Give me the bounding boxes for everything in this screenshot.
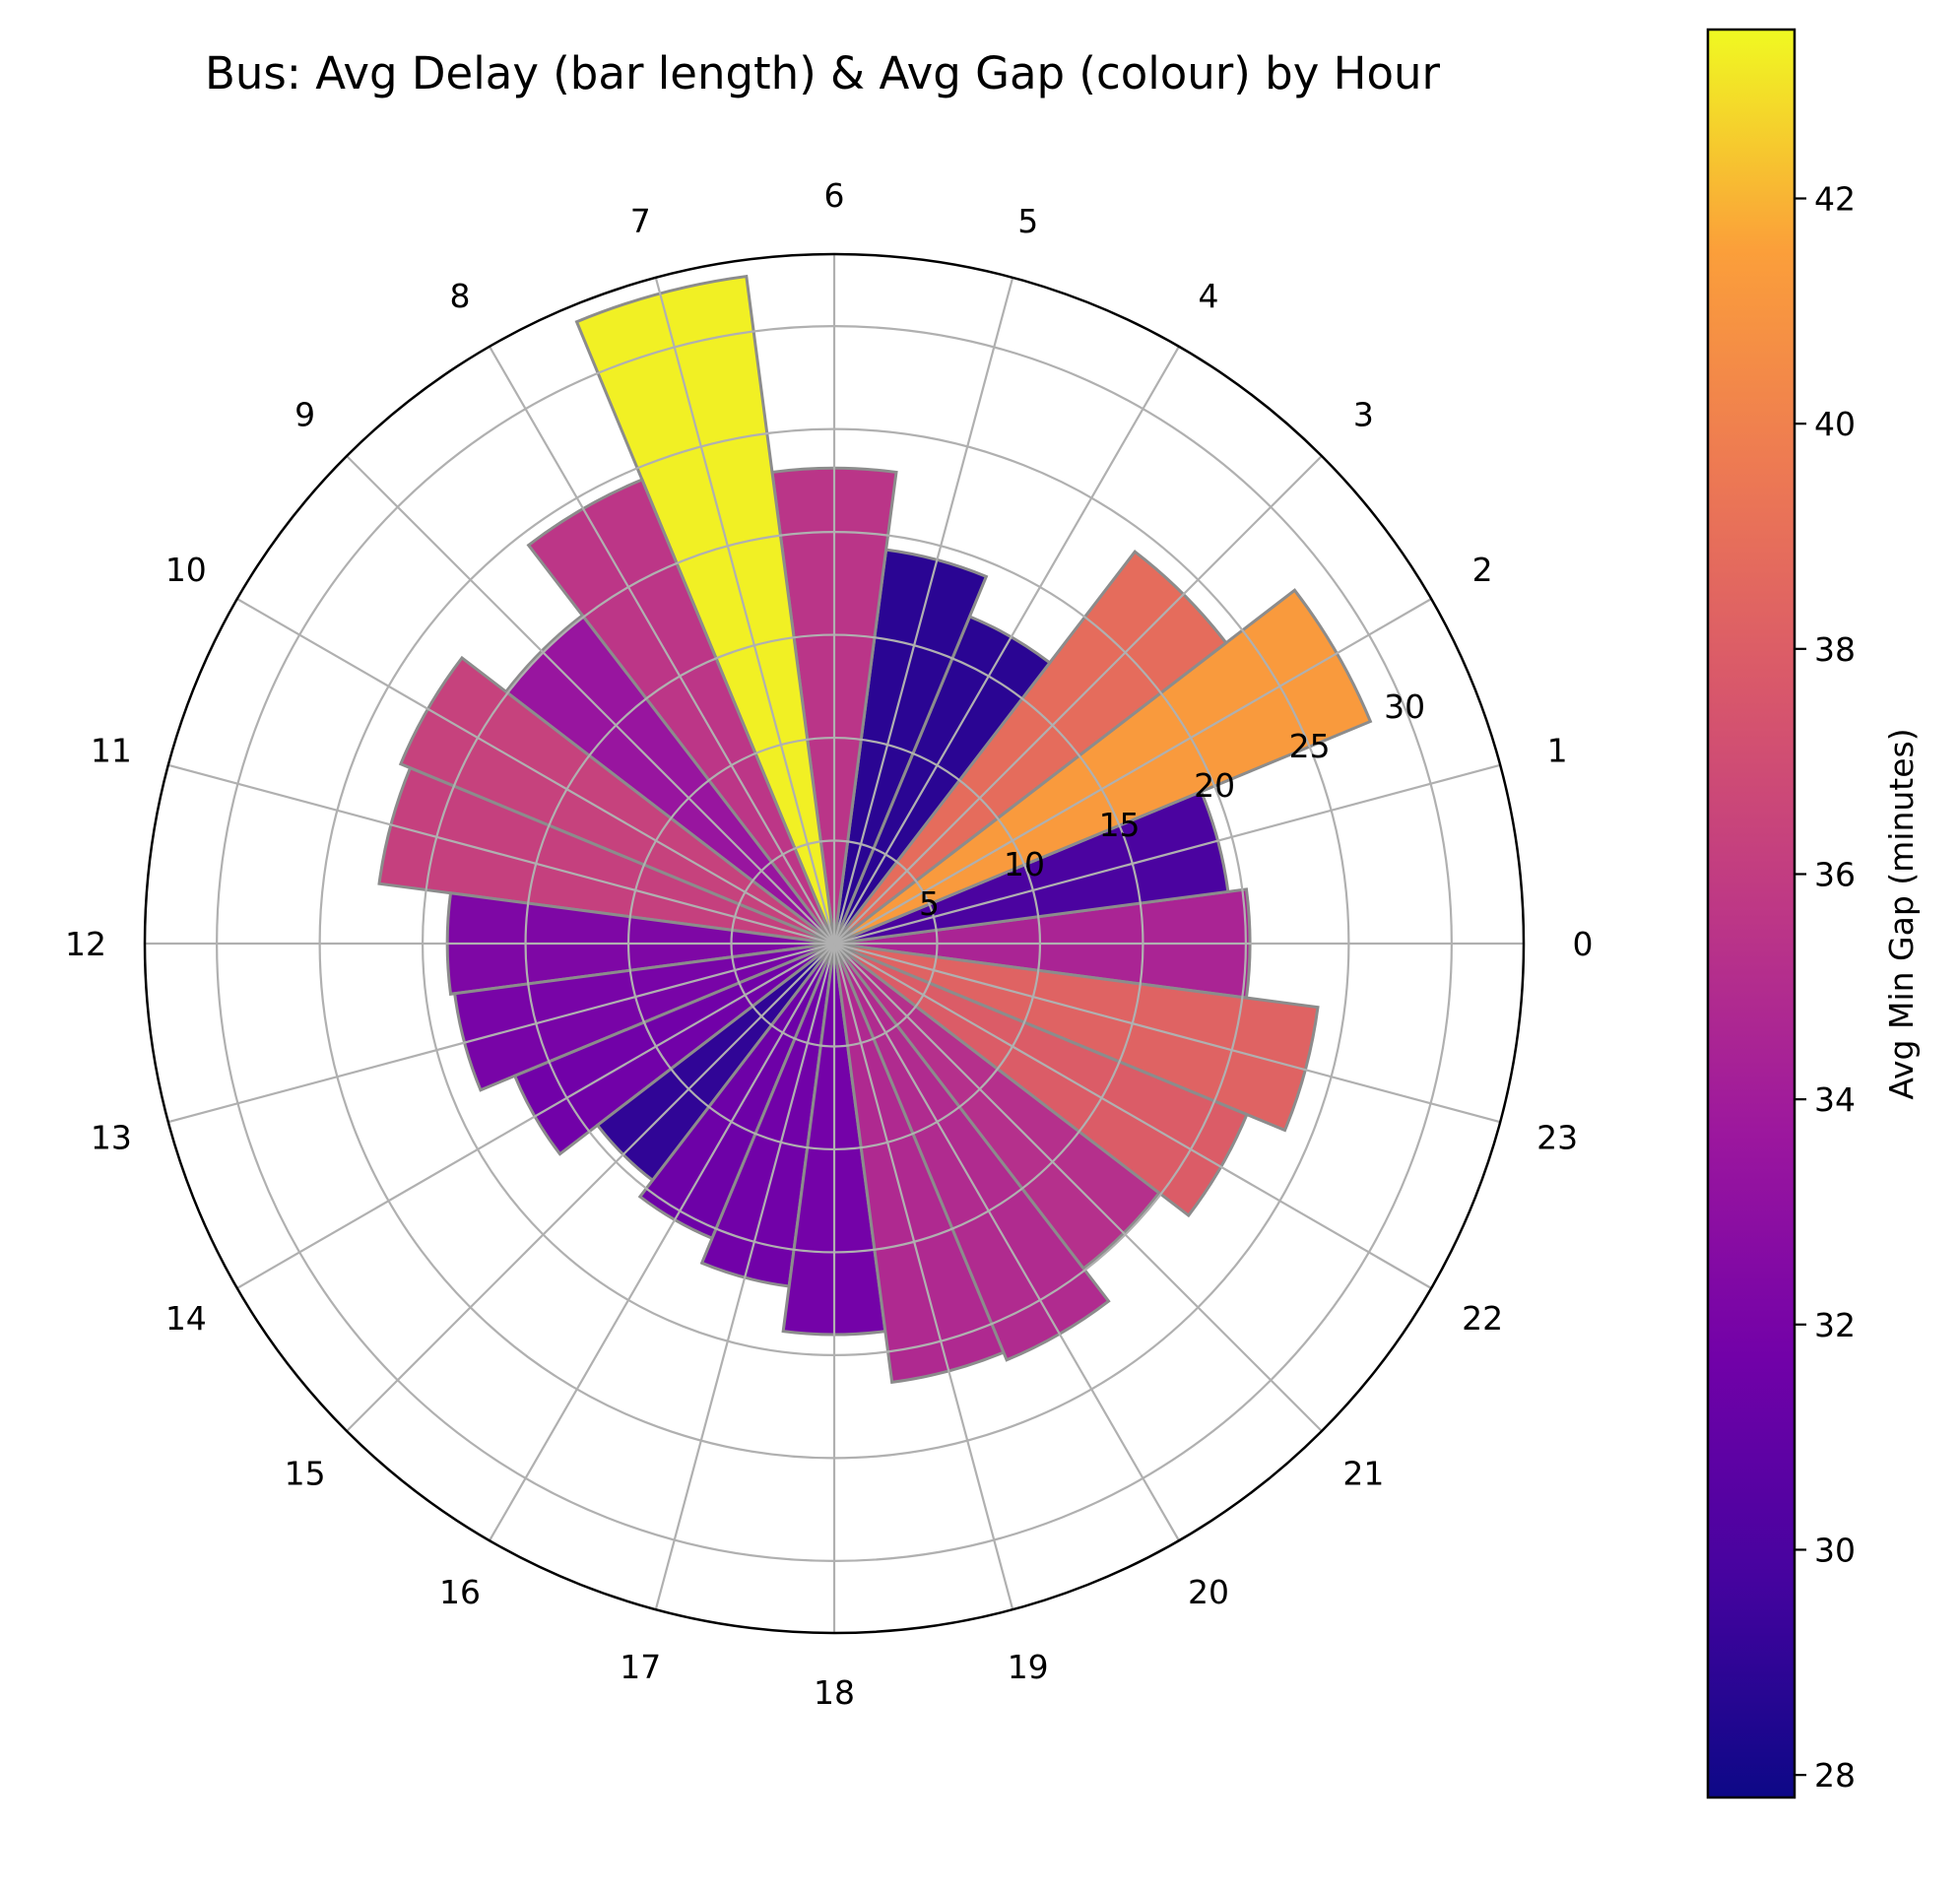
radial-gridline [216,325,1453,1562]
radial-gridline [730,839,939,1048]
hour-tick-label: 2 [1472,551,1493,589]
colorbar-tick-label: 28 [1814,1756,1856,1795]
hour-tick-label: 7 [630,202,651,240]
radial-tick-label: 20 [1194,766,1235,805]
hour-tick-label: 10 [165,551,207,589]
colorbar-tick-label: 38 [1814,630,1856,669]
angular-gridline [167,942,835,1124]
colorbar-tick-label: 30 [1814,1531,1856,1569]
colorbar-tick-label: 32 [1814,1306,1856,1344]
radial-tick-label: 5 [919,884,940,923]
radial-tick-label: 10 [1004,845,1045,883]
angular-gridline [833,763,1501,946]
angular-gridline [489,346,835,945]
angular-gridline [832,943,1014,1610]
colorbar-gradient [1706,28,1797,1799]
angular-gridline [833,943,1180,1541]
hour-tick-label: 23 [1536,1119,1578,1157]
polar-frame [143,252,1526,1635]
angular-gridline [832,277,1014,945]
radial-tick-label: 15 [1099,806,1141,844]
angular-gridline [236,598,835,945]
hour-tick-label: 18 [814,1673,855,1712]
colorbar-tick-label: 34 [1814,1080,1856,1119]
hour-tick-label: 8 [450,277,471,315]
hour-tick-label: 14 [165,1299,207,1338]
polar-plot-area: 5101520253001234567891011121314151617181… [65,176,1594,1712]
hour-tick-label: 0 [1573,925,1594,963]
angular-gridline [167,763,835,946]
hour-tick-label: 17 [620,1648,661,1686]
angular-gridline [236,943,835,1289]
radial-gridline [421,530,1248,1357]
hour-tick-label: 22 [1462,1299,1503,1338]
hour-tick-label: 15 [285,1454,326,1492]
hour-tick-label: 4 [1199,277,1219,315]
angular-gridline [489,943,835,1541]
colorbar-label: Avg Min Gap (minutes) [1882,728,1921,1099]
angular-gridline [654,943,836,1610]
hour-tick-label: 19 [1008,1648,1049,1686]
angular-gridline [833,943,1323,1432]
chart-title: Bus: Avg Delay (bar length) & Avg Gap (c… [205,47,1441,99]
hour-tick-label: 11 [91,731,132,769]
angular-gridline [654,277,836,945]
hour-tick-label: 13 [91,1119,132,1157]
angular-gridline [833,455,1323,945]
colorbar-ticks: 28 30 32 34 36 38 40 42 [1795,179,1856,1795]
colorbar-tick-label: 40 [1814,405,1856,443]
angular-gridline [346,943,835,1432]
angular-gridline [833,942,1501,1124]
angular-gridline [833,346,1180,945]
hour-tick-label: 21 [1342,1454,1384,1492]
hour-tick-label: 1 [1547,731,1568,769]
angular-gridline [833,943,1432,1289]
colorbar: 28 30 32 34 36 38 40 42 Avg Min Gap (minutes) [1706,28,1921,1799]
hour-tick-label: 5 [1017,202,1038,240]
angular-gridline [833,598,1432,945]
radial-gridline [626,736,1042,1151]
radial-gridline [318,427,1350,1460]
radial-gridline [524,633,1144,1254]
hour-tick-label: 3 [1353,396,1374,434]
angular-gridline [346,455,835,945]
hour-tick-label: 6 [824,176,845,215]
hour-tick-label: 16 [439,1573,481,1611]
hour-tick-label: 20 [1188,1573,1229,1611]
colorbar-tick-label: 42 [1814,179,1856,218]
hour-tick-label: 9 [294,396,315,434]
radial-tick-label: 30 [1384,687,1425,726]
radial-tick-label: 25 [1289,727,1331,765]
colorbar-tick-label: 36 [1814,855,1856,893]
hour-tick-label: 12 [65,925,106,963]
